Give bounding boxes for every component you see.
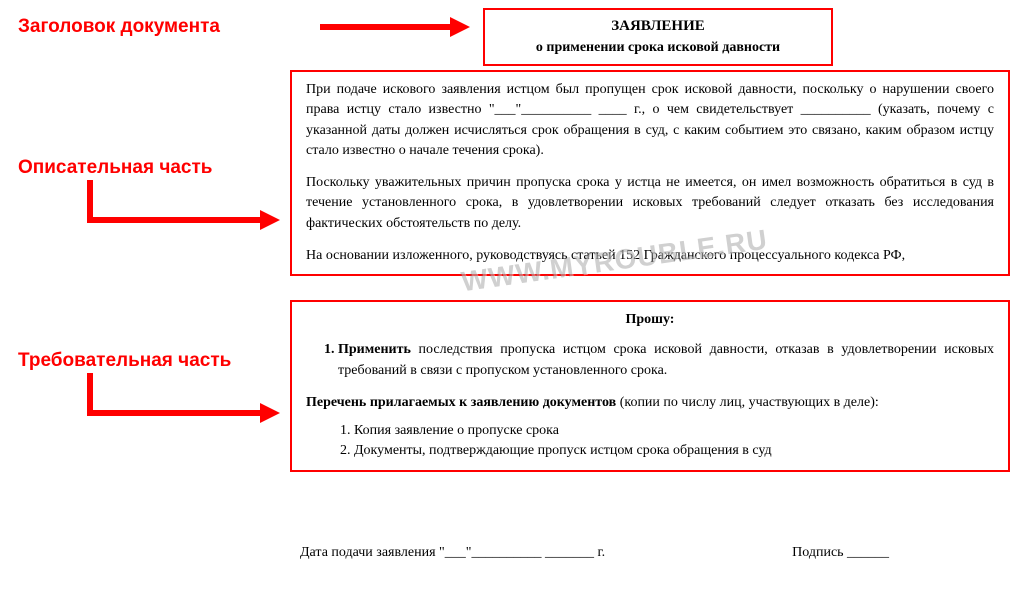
header-box: ЗАЯВЛЕНИЕ о применении срока исковой дав… bbox=[483, 8, 833, 66]
demand-item-1: Применить последствия пропуска истцом ср… bbox=[338, 340, 994, 381]
demand-list: Применить последствия пропуска истцом ср… bbox=[338, 340, 994, 381]
attach-title: Перечень прилагаемых к заявлению докумен… bbox=[306, 393, 994, 413]
attach-item-1: Копия заявление о пропуске срока bbox=[354, 421, 994, 441]
footer-sign: Подпись ______ bbox=[792, 545, 889, 560]
arrow-header-icon bbox=[320, 12, 470, 42]
attach-list: Копия заявление о пропуске срока Докумен… bbox=[354, 421, 994, 462]
descriptive-box: При подаче искового заявления истцом был… bbox=[290, 70, 1010, 276]
header-title: ЗАЯВЛЕНИЕ bbox=[495, 16, 821, 38]
arrow-demand-icon bbox=[80, 373, 280, 433]
demand-ask: Прошу: bbox=[306, 310, 994, 330]
label-demand: Требовательная часть bbox=[18, 350, 231, 372]
label-descriptive: Описательная часть bbox=[18, 157, 212, 179]
demand-box: Прошу: Применить последствия пропуска ис… bbox=[290, 300, 1010, 472]
arrow-descriptive-icon bbox=[80, 180, 280, 240]
label-header: Заголовок документа bbox=[18, 16, 220, 38]
header-subtitle: о применении срока исковой давности bbox=[495, 38, 821, 58]
footer-date: Дата подачи заявления "___"__________ __… bbox=[300, 545, 605, 560]
descriptive-p2: Поскольку уважительных причин пропуска с… bbox=[306, 173, 994, 234]
attach-item-2: Документы, подтверждающие пропуск истцом… bbox=[354, 441, 994, 461]
descriptive-p1: При подаче искового заявления истцом был… bbox=[306, 80, 994, 161]
descriptive-p3: На основании изложенного, руководствуясь… bbox=[306, 246, 994, 266]
footer-line: Дата подачи заявления "___"__________ __… bbox=[300, 545, 1000, 561]
